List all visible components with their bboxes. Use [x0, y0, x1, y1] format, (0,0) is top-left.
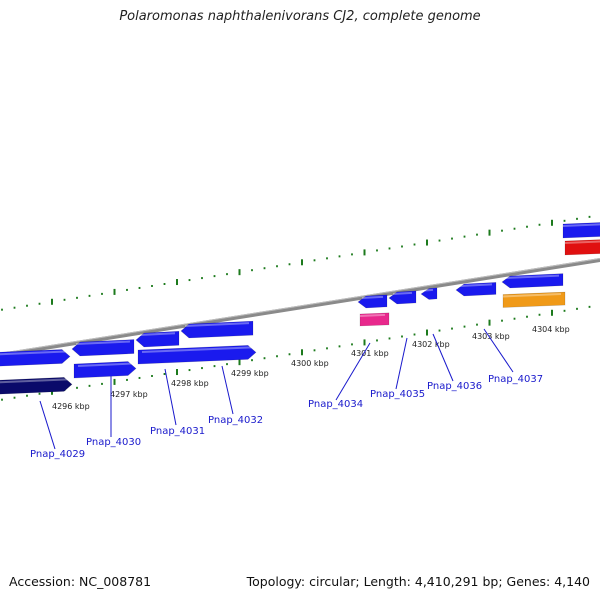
gene-arrow[interactable]	[359, 312, 390, 327]
gene-label-leader	[395, 337, 408, 390]
gene-label[interactable]: Pnap_4036	[427, 381, 482, 392]
gene-arrow-shine	[505, 274, 560, 279]
kbp-label: 4300 kbp	[291, 359, 329, 368]
gene-arrow-shine	[564, 240, 600, 244]
kbp-label: 4302 kbp	[412, 340, 450, 349]
kbp-label: 4301 kbp	[351, 349, 389, 358]
gene-arrow-shine	[141, 346, 253, 353]
gene-arrow[interactable]	[71, 339, 135, 357]
gene-arrow[interactable]	[0, 349, 71, 367]
gene-label[interactable]: Pnap_4034	[308, 399, 363, 410]
gene-arrow[interactable]	[0, 377, 73, 395]
gene-arrow[interactable]	[420, 287, 438, 300]
genome-backbone	[0, 258, 600, 357]
map-title: Polaromonas naphthalenivorans CJ2, compl…	[119, 9, 481, 24]
gene-arrow-shine	[359, 313, 386, 317]
gene-arrow-shine	[361, 295, 384, 299]
gene-label[interactable]: Pnap_4032	[208, 415, 263, 426]
gene-arrow[interactable]	[502, 291, 566, 308]
gene-arrow-shine	[392, 291, 413, 295]
gene-label-leader	[432, 333, 454, 382]
gene-label[interactable]: Pnap_4037	[488, 374, 543, 385]
gene-arrow[interactable]	[135, 330, 180, 348]
kbp-label: 4299 kbp	[231, 369, 269, 378]
gene-label-leader	[221, 365, 234, 415]
gene-label-leader	[335, 342, 371, 401]
gene-arrow-shine	[184, 322, 250, 327]
gene-arrow-shine	[562, 223, 600, 227]
gene-label-leader	[483, 328, 514, 373]
topology-text: Topology: circular; Length: 4,410,291 bp…	[246, 574, 590, 589]
gene-label-leader	[39, 400, 56, 450]
gene-arrow[interactable]	[73, 361, 137, 379]
gene-arrow-shine	[77, 362, 133, 367]
gene-arrow[interactable]	[501, 273, 564, 289]
gene-arrow-shine	[0, 350, 67, 356]
gene-arrow[interactable]	[180, 320, 254, 339]
gene-label[interactable]: Pnap_4029	[30, 449, 85, 460]
kbp-label: 4304 kbp	[532, 325, 570, 334]
kbp-label: 4296 kbp	[52, 402, 90, 411]
accession-text: Accession: NC_008781	[9, 574, 152, 589]
gene-label[interactable]: Pnap_4035	[370, 389, 425, 400]
gene-arrow[interactable]	[357, 294, 388, 309]
gene-arrow-shine	[75, 340, 131, 345]
gene-label[interactable]: Pnap_4031	[150, 426, 205, 437]
genome-backbone-highlight	[0, 258, 600, 354]
gene-arrow-shine	[459, 283, 493, 287]
gene-arrow[interactable]	[562, 222, 600, 239]
gene-arrow-shine	[502, 293, 562, 298]
gene-arrow[interactable]	[388, 290, 417, 305]
gene-arrow[interactable]	[455, 282, 497, 297]
kbp-label: 4303 kbp	[472, 332, 510, 341]
kbp-label: 4297 kbp	[110, 390, 148, 399]
gene-arrow[interactable]	[137, 345, 257, 365]
gene-label-leader	[164, 368, 177, 426]
gene-arrow-shine	[0, 378, 69, 384]
gene-arrow-shine	[139, 332, 176, 336]
gene-arrow[interactable]	[564, 239, 600, 256]
gene-arrow-shine	[424, 288, 434, 292]
kbp-label: 4298 kbp	[171, 379, 209, 388]
gene-label[interactable]: Pnap_4030	[86, 437, 141, 448]
